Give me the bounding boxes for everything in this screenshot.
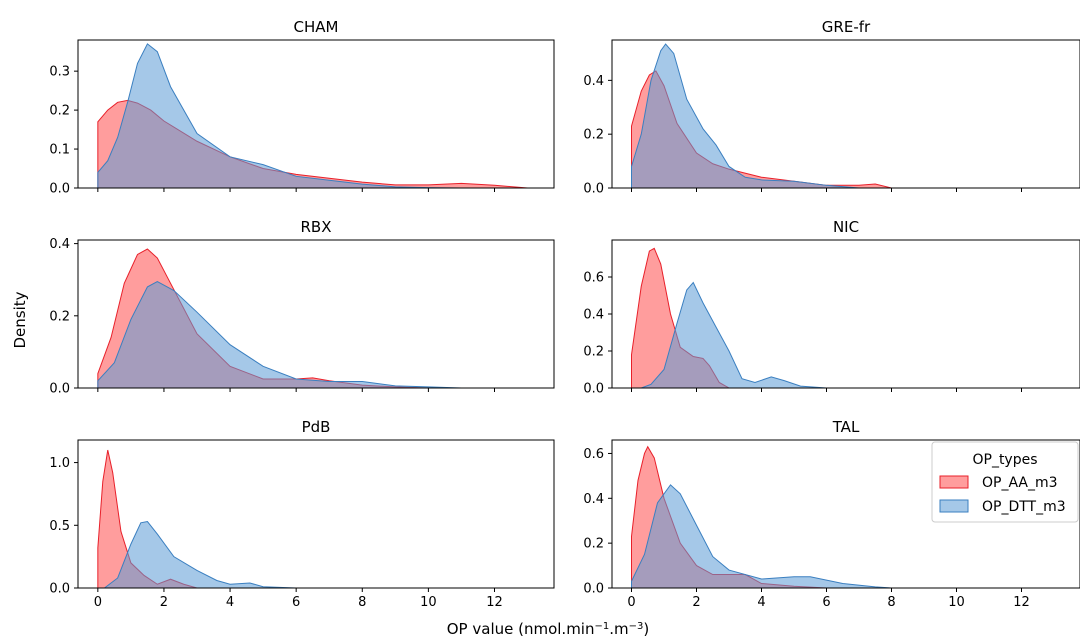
legend-title: OP_types xyxy=(972,452,1037,468)
y-tick-label-cham-2: 0.2 xyxy=(49,104,70,119)
y-tick-label-tal-2: 0.4 xyxy=(583,492,604,507)
panel-cham: CHAM 0.0 0.1 0.2 0.3 xyxy=(49,18,555,197)
y-tick-label-nic-0: 0.0 xyxy=(583,382,604,397)
y-tick-label-pdb-0: 0.0 xyxy=(49,582,70,597)
panel-pdb: PdB 0 2 4 6 8 10 12 0.0 0.5 1.0 xyxy=(49,418,555,610)
x-axis-label-mid: .m xyxy=(609,620,628,638)
panel-title-cham: CHAM xyxy=(294,18,339,36)
x-axis-label: OP value (nmol.min−1.m−3) xyxy=(447,620,649,638)
y-tick-label-gre-fr-0: 0.0 xyxy=(583,182,604,197)
x-tick-label-pdb-0: 0 xyxy=(94,595,102,610)
panel-title-gre-fr: GRE-fr xyxy=(822,18,871,36)
x-tick-label-tal-0: 0 xyxy=(627,595,635,610)
legend-swatch-op-dtt xyxy=(939,499,969,513)
panel-tal: TAL 0 2 4 6 8 10 12 0.0 0.2 0.4 0.6 xyxy=(583,418,1080,610)
y-tick-label-tal-1: 0.2 xyxy=(583,537,604,552)
area-nic-op-dtt-m3 xyxy=(641,281,827,389)
x-axis-label-end: ) xyxy=(643,620,649,638)
area-gre-fr-op-dtt-m3 xyxy=(631,43,860,189)
y-tick-label-cham-3: 0.3 xyxy=(49,65,70,80)
panel-title-rbx: RBX xyxy=(301,218,332,236)
area-cham-op-dtt-m3 xyxy=(97,43,462,189)
y-axis-label: Density xyxy=(11,291,29,348)
x-tick-label-tal-2: 4 xyxy=(757,595,765,610)
y-tick-label-pdb-1: 0.5 xyxy=(49,519,70,534)
y-tick-label-tal-3: 0.6 xyxy=(583,447,604,462)
legend-label-op-dtt: OP_DTT_m3 xyxy=(982,499,1066,515)
x-tick-label-pdb-3: 6 xyxy=(292,595,300,610)
area-rbx-op-dtt-m3 xyxy=(97,280,462,389)
y-tick-label-rbx-2: 0.4 xyxy=(49,237,70,252)
x-axis-label-main: OP value (nmol.min xyxy=(447,620,595,638)
y-tick-label-nic-1: 0.2 xyxy=(583,345,604,360)
plot-frame-rbx xyxy=(77,239,555,389)
plot-frame-gre-fr xyxy=(611,39,1080,189)
y-tick-label-pdb-2: 1.0 xyxy=(49,456,70,471)
panel-nic: NIC 0.0 0.2 0.4 0.6 xyxy=(583,218,1080,397)
x-tick-label-tal-4: 8 xyxy=(887,595,895,610)
x-tick-label-tal-1: 2 xyxy=(692,595,700,610)
x-tick-label-tal-6: 12 xyxy=(1013,595,1030,610)
x-tick-label-pdb-2: 4 xyxy=(226,595,234,610)
y-tick-label-nic-3: 0.6 xyxy=(583,271,604,286)
y-tick-label-rbx-1: 0.2 xyxy=(49,309,70,324)
x-axis-label-sup1: −1 xyxy=(594,621,609,632)
legend-label-op-aa: OP_AA_m3 xyxy=(982,475,1058,491)
panel-title-nic: NIC xyxy=(833,218,859,236)
y-tick-label-cham-1: 0.1 xyxy=(49,143,70,158)
y-tick-label-nic-2: 0.4 xyxy=(583,308,604,323)
y-tick-label-gre-fr-1: 0.2 xyxy=(583,128,604,143)
panel-title-tal: TAL xyxy=(832,418,860,436)
x-tick-label-pdb-1: 2 xyxy=(160,595,168,610)
plot-frame-tal xyxy=(611,439,1080,589)
panel-title-pdb: PdB xyxy=(302,418,331,436)
y-tick-label-gre-fr-2: 0.4 xyxy=(583,74,604,89)
area-pdb-op-dtt-m3 xyxy=(102,520,297,589)
x-axis-label-sup2: −3 xyxy=(629,621,644,632)
x-tick-label-pdb-5: 10 xyxy=(420,595,437,610)
panels-group: CHAM 0.0 0.1 0.2 0.3 GRE-fr 0.0 0.2 0.4 RBX 0.0 0.2… xyxy=(49,18,1080,610)
x-tick-label-tal-3: 6 xyxy=(822,595,830,610)
y-tick-label-cham-0: 0.0 xyxy=(49,182,70,197)
legend-swatch-op-aa xyxy=(939,475,969,489)
legend: OP_types OP_AA_m3 OP_DTT_m3 xyxy=(931,441,1079,523)
x-tick-label-pdb-6: 12 xyxy=(486,595,503,610)
y-tick-label-rbx-0: 0.0 xyxy=(49,382,70,397)
x-tick-label-pdb-4: 8 xyxy=(358,595,366,610)
panel-rbx: RBX 0.0 0.2 0.4 xyxy=(49,218,555,397)
y-tick-label-tal-0: 0.0 xyxy=(583,582,604,597)
panel-gre-fr: GRE-fr 0.0 0.2 0.4 xyxy=(583,18,1080,197)
plot-frame-pdb xyxy=(77,439,555,589)
plot-frame-cham xyxy=(77,39,555,189)
area-tal-op-dtt-m3 xyxy=(631,484,892,589)
x-tick-label-tal-5: 10 xyxy=(948,595,965,610)
